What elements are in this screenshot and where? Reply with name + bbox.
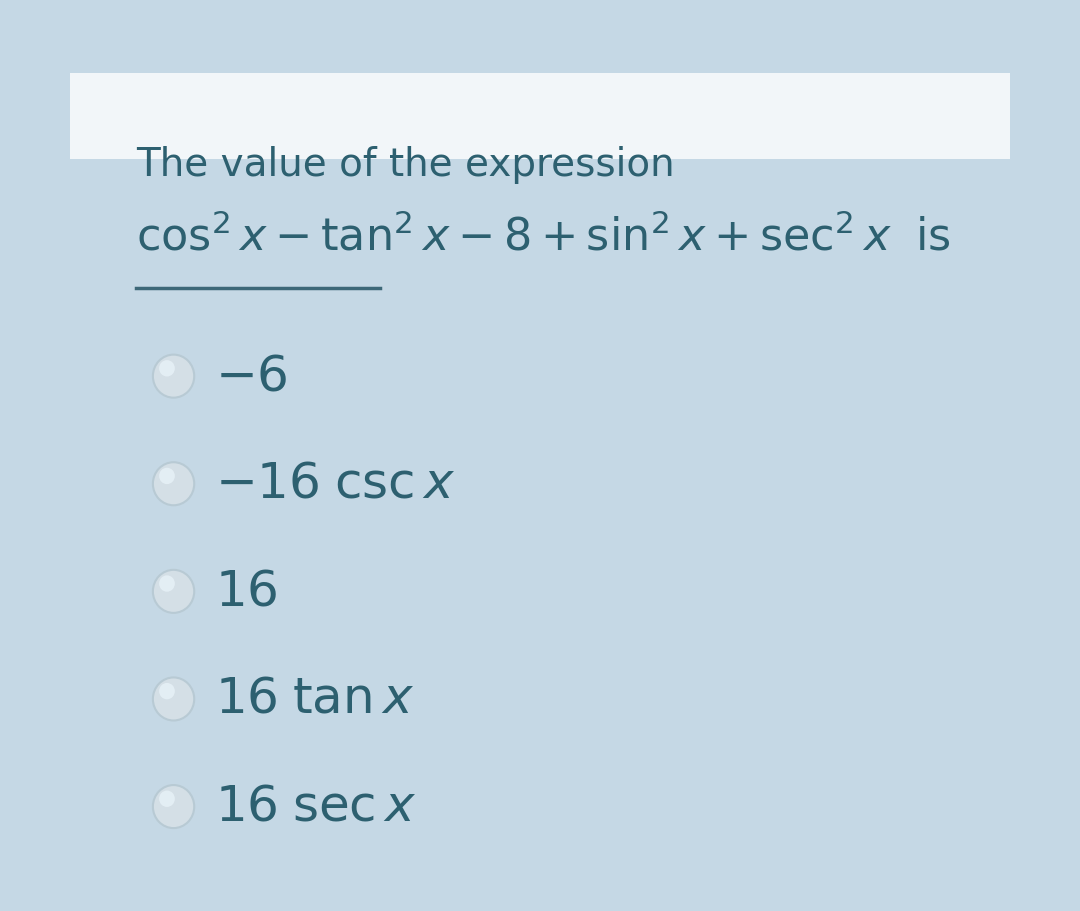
Circle shape bbox=[153, 354, 194, 398]
Text: $16$: $16$ bbox=[215, 568, 278, 615]
Text: $-16\;\mathrm{csc}\,x$: $-16\;\mathrm{csc}\,x$ bbox=[215, 460, 455, 507]
Circle shape bbox=[159, 360, 175, 376]
FancyBboxPatch shape bbox=[70, 73, 1010, 159]
Text: $\cos^2 x - \tan^2 x - 8 + \sin^2 x + \sec^2 x\;$ is: $\cos^2 x - \tan^2 x - 8 + \sin^2 x + \s… bbox=[136, 215, 950, 260]
Text: The value of the expression: The value of the expression bbox=[136, 147, 675, 184]
Circle shape bbox=[159, 576, 175, 592]
Circle shape bbox=[159, 683, 175, 700]
Text: $16\;\mathrm{sec}\,x$: $16\;\mathrm{sec}\,x$ bbox=[215, 783, 417, 831]
Circle shape bbox=[153, 785, 194, 828]
Text: $-6$: $-6$ bbox=[215, 353, 287, 400]
Circle shape bbox=[159, 791, 175, 807]
Circle shape bbox=[153, 462, 194, 506]
Text: $16\;\mathrm{tan}\,x$: $16\;\mathrm{tan}\,x$ bbox=[215, 675, 414, 723]
Circle shape bbox=[153, 678, 194, 721]
Circle shape bbox=[159, 467, 175, 484]
Circle shape bbox=[153, 570, 194, 613]
